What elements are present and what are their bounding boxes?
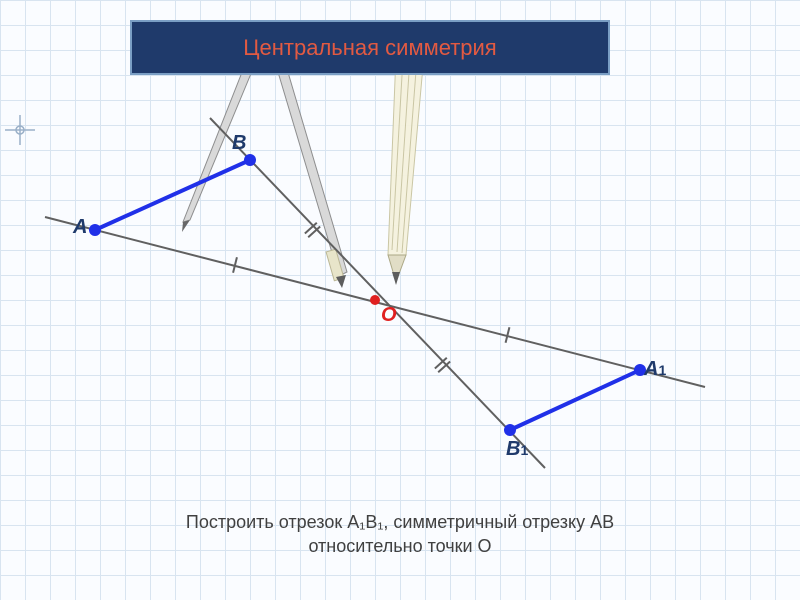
label-A: A bbox=[73, 216, 87, 239]
label-O-text: O bbox=[381, 304, 397, 326]
label-B1-sub: 1 bbox=[520, 442, 528, 458]
caption-pre: Построить отрезок bbox=[186, 512, 347, 532]
label-A1-sub: 1 bbox=[658, 362, 666, 378]
segment-A1B1 bbox=[510, 370, 640, 430]
label-A1: A1 bbox=[644, 358, 666, 381]
label-O: O bbox=[381, 304, 397, 327]
guide-lines bbox=[45, 118, 705, 468]
point-A bbox=[89, 224, 101, 236]
title-panel: Центральная симметрия bbox=[130, 20, 610, 75]
caption-mid: , симметричный отрезку AB bbox=[383, 512, 614, 532]
label-B1-text: B bbox=[506, 438, 520, 460]
title-text: Центральная симметрия bbox=[243, 35, 496, 61]
task-caption: Построить отрезок A₁B₁, симметричный отр… bbox=[0, 510, 800, 559]
label-B-text: B bbox=[232, 132, 246, 154]
label-A-text: A bbox=[73, 216, 87, 238]
pencil-icon bbox=[388, 40, 428, 285]
label-A1-text: A bbox=[644, 358, 658, 380]
point-B1 bbox=[504, 424, 516, 436]
label-B: B bbox=[232, 132, 246, 155]
point-B bbox=[244, 154, 256, 166]
caption-line2: относительно точки О bbox=[308, 536, 491, 556]
label-B1: B1 bbox=[506, 438, 528, 461]
point-O-center bbox=[370, 295, 380, 305]
caption-seg: A₁B₁ bbox=[347, 512, 383, 532]
segment-AB bbox=[95, 160, 250, 230]
